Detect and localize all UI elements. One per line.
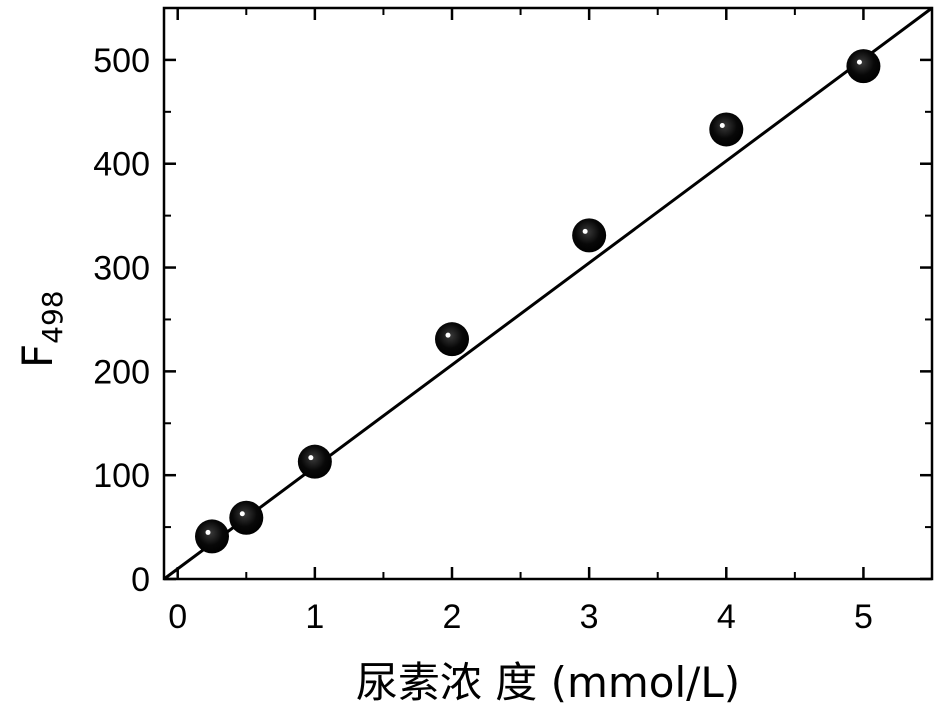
y-tick-label: 300	[93, 250, 150, 288]
data-point	[572, 218, 606, 252]
x-tick-label: 5	[854, 598, 873, 636]
y-axis-tick-labels: 0 100 200 300 400 500	[93, 42, 150, 599]
svg-text:F498: F498	[13, 290, 69, 368]
y-axis-title-sub: 498	[36, 290, 69, 343]
data-point	[435, 322, 469, 356]
data-point	[709, 112, 743, 146]
data-point-highlight	[720, 123, 725, 128]
data-point	[229, 501, 263, 535]
x-axis-title: 尿素浓 度 (mmol/L)	[356, 658, 740, 707]
data-point	[195, 519, 229, 553]
data-point-highlight	[308, 455, 313, 460]
y-tick-label: 500	[93, 42, 150, 80]
y-tick-label: 100	[93, 457, 150, 495]
y-tick-label: 400	[93, 146, 150, 184]
y-tick-label: 0	[131, 561, 150, 599]
y-axis-title: F498	[13, 290, 69, 368]
x-tick-label: 3	[580, 598, 599, 636]
data-point	[846, 49, 880, 83]
x-axis-tick-labels: 0 1 2 3 4 5	[168, 598, 873, 636]
data-point-highlight	[857, 60, 862, 65]
data-point-highlight	[206, 530, 211, 535]
fit-line-group	[164, 8, 932, 579]
data-point	[298, 445, 332, 479]
data-point-highlight	[446, 333, 451, 338]
fit-line	[164, 8, 932, 579]
data-point-highlight	[240, 511, 245, 516]
x-tick-label: 1	[305, 598, 324, 636]
x-tick-label: 4	[717, 598, 736, 636]
y-tick-label: 200	[93, 353, 150, 391]
y-axis-title-main: F	[13, 344, 62, 368]
y-axis-ticks	[164, 60, 932, 579]
data-point-highlight	[583, 229, 588, 234]
x-tick-label: 0	[168, 598, 187, 636]
x-tick-label: 2	[443, 598, 462, 636]
